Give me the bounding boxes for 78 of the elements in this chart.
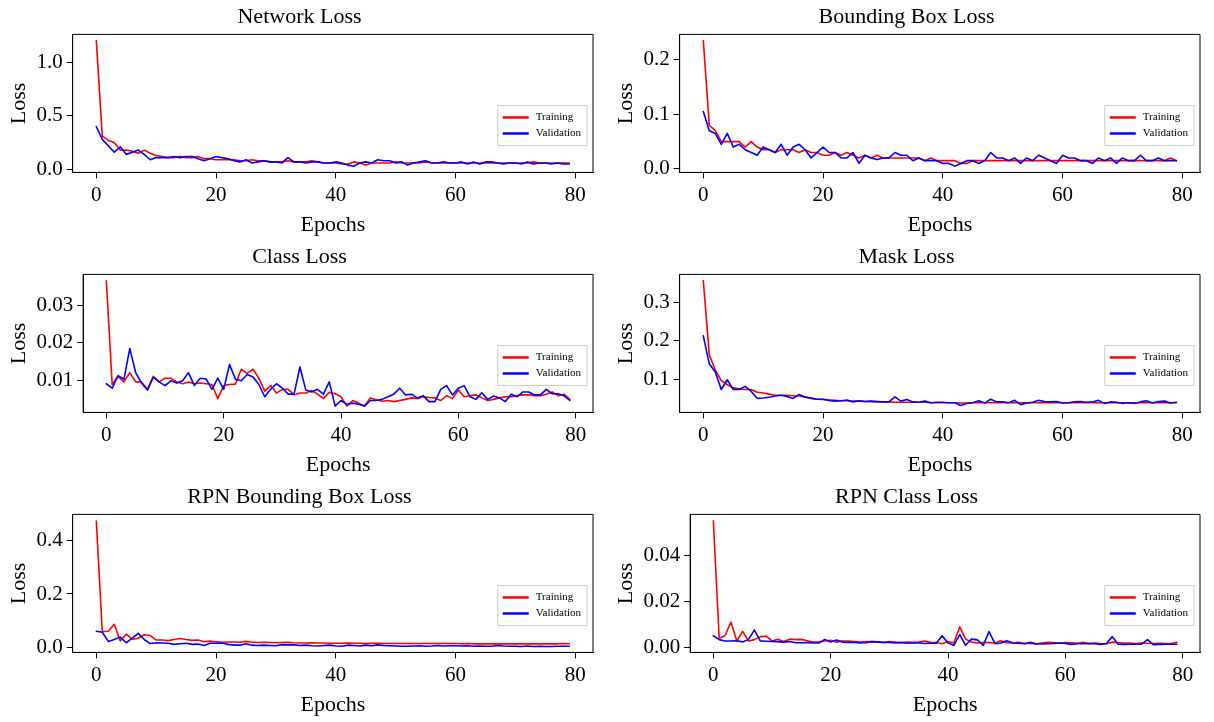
x-tick-label: 20 [820, 661, 842, 686]
legend-label: Training [535, 110, 574, 123]
y-tick-label: 0.0 [643, 155, 670, 180]
y-tick-label: 0.03 [36, 292, 74, 317]
y-axis-title: Loss [4, 562, 30, 605]
x-axis-title: Epochs [907, 210, 973, 236]
y-tick-label: 0.01 [36, 366, 74, 391]
x-tick-label: 20 [213, 421, 235, 446]
y-tick-label: 0.02 [643, 587, 681, 612]
y-tick-label: 0.2 [643, 46, 670, 71]
y-tick-label: 1.0 [36, 48, 63, 73]
chart-title: Mask Loss [858, 242, 955, 268]
x-tick-label: 20 [812, 421, 834, 446]
y-axis-title: Loss [4, 82, 30, 125]
chart-title: Class Loss [252, 242, 347, 268]
x-tick-label: 60 [1054, 661, 1076, 686]
x-tick-label: 40 [937, 661, 959, 686]
y-tick-label: 0.00 [643, 633, 681, 658]
y-tick-label: 0.0 [36, 634, 63, 659]
legend-label: Training [1142, 590, 1181, 603]
y-tick-label: 0.2 [643, 327, 670, 352]
x-axis-title: Epochs [300, 690, 366, 716]
x-tick-label: 80 [1171, 181, 1193, 206]
x-tick-label: 0 [708, 661, 719, 686]
chart-title: Network Loss [237, 2, 362, 28]
x-tick-label: 40 [325, 181, 347, 206]
x-tick-label: 0 [91, 181, 102, 206]
x-tick-label: 60 [447, 421, 469, 446]
x-tick-label: 0 [91, 661, 102, 686]
y-tick-label: 0.2 [36, 580, 63, 605]
x-tick-label: 80 [1172, 661, 1194, 686]
chart-title: RPN Class Loss [834, 482, 979, 508]
x-tick-label: 20 [812, 181, 834, 206]
legend-label: Training [535, 590, 574, 603]
x-tick-label: 40 [330, 421, 352, 446]
y-tick-label: 0.04 [643, 542, 681, 567]
x-tick-label: 80 [1171, 421, 1193, 446]
x-tick-label: 60 [1052, 421, 1074, 446]
legend-label: Training [1142, 110, 1181, 123]
x-tick-label: 20 [205, 181, 227, 206]
y-tick-label: 0.02 [36, 329, 74, 354]
y-axis-title: Loss [4, 322, 30, 365]
legend-label: Validation [535, 126, 582, 139]
legend-label: Validation [1142, 606, 1189, 619]
legend-label: Validation [535, 366, 582, 379]
y-tick-label: 0.3 [643, 288, 670, 313]
x-axis-title: Epochs [912, 690, 978, 716]
x-axis-title: Epochs [907, 450, 973, 476]
x-tick-label: 20 [205, 661, 227, 686]
x-tick-label: 0 [101, 421, 112, 446]
x-tick-label: 80 [564, 181, 586, 206]
legend-label: Training [535, 350, 574, 363]
y-tick-label: 0.1 [643, 366, 670, 391]
y-tick-label: 0.1 [643, 100, 670, 125]
x-tick-label: 0 [698, 181, 709, 206]
y-axis-title: Loss [611, 82, 637, 125]
x-tick-label: 40 [932, 421, 954, 446]
x-tick-label: 40 [325, 661, 347, 686]
x-tick-label: 40 [932, 181, 954, 206]
x-tick-label: 0 [698, 421, 709, 446]
x-axis-title: Epochs [305, 450, 371, 476]
legend-label: Validation [1142, 126, 1189, 139]
legend-label: Training [1142, 350, 1181, 363]
x-tick-label: 80 [564, 661, 586, 686]
x-tick-label: 60 [445, 181, 467, 206]
y-axis-title: Loss [611, 322, 637, 365]
x-tick-label: 60 [445, 661, 467, 686]
y-axis-title: Loss [611, 562, 637, 605]
y-tick-label: 0.0 [36, 155, 63, 180]
chart-title: Bounding Box Loss [818, 2, 995, 28]
x-tick-label: 80 [565, 421, 587, 446]
x-axis-title: Epochs [300, 210, 366, 236]
legend-label: Validation [1142, 366, 1189, 379]
y-tick-label: 0.5 [36, 102, 63, 127]
y-tick-label: 0.4 [36, 526, 64, 551]
x-tick-label: 60 [1052, 181, 1074, 206]
chart-title: RPN Bounding Box Loss [187, 482, 412, 508]
legend-label: Validation [535, 606, 582, 619]
